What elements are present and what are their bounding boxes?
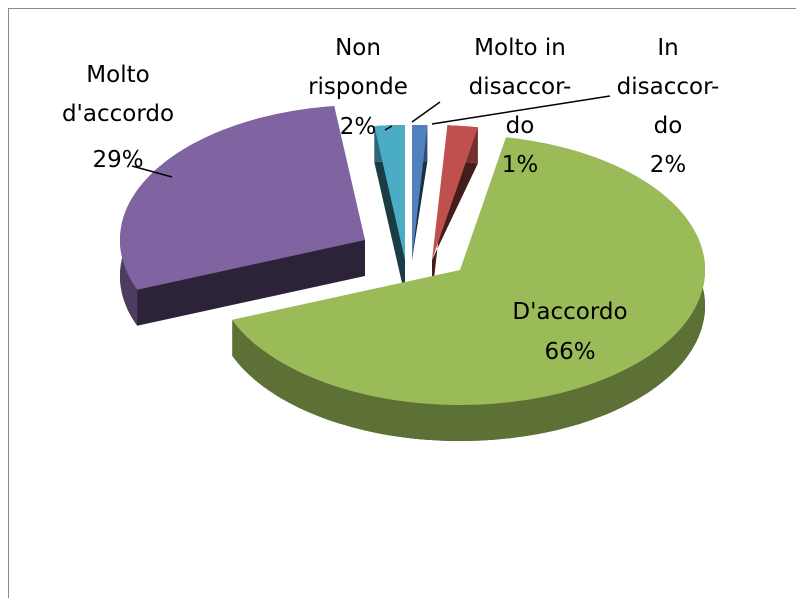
chart-frame <box>8 8 796 598</box>
category-label: Molto d'accordo <box>61 62 175 127</box>
slice <box>432 125 478 260</box>
leader-line <box>431 95 611 125</box>
leader-line <box>131 165 173 178</box>
slice <box>232 137 705 405</box>
value-label: 66% <box>544 339 596 365</box>
value-label: 2% <box>649 152 687 178</box>
leader-line <box>384 125 393 131</box>
category-label: Molto in disaccor-do <box>468 35 572 139</box>
category-label: Non risponde <box>308 35 408 100</box>
category-label: In disaccor-do <box>616 35 720 139</box>
value-label: 29% <box>92 147 144 173</box>
leader-line <box>411 101 441 123</box>
slice <box>120 106 365 290</box>
slice <box>374 125 405 260</box>
category-label: D'accordo <box>512 299 628 325</box>
value-label: 1% <box>501 152 539 178</box>
slice <box>412 125 428 260</box>
value-label: 2% <box>339 114 377 140</box>
